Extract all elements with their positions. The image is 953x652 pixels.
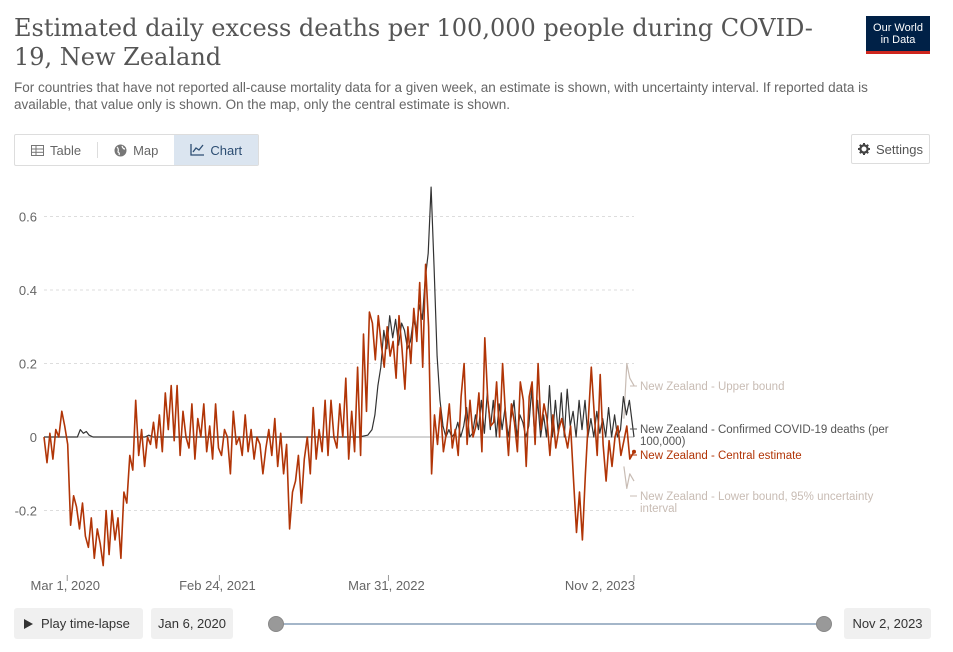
central-estimate-end-point: [632, 449, 636, 454]
play-timelapse-label: Play time-lapse: [41, 616, 130, 631]
owid-logo[interactable]: Our World in Data: [866, 16, 930, 54]
view-tabs: Table Map Chart: [14, 134, 260, 166]
y-tick-label: 0: [30, 430, 37, 445]
tab-map-label: Map: [133, 142, 159, 158]
line-chart: -0.2 0 0.2 0.4 0.6 Mar 1, 2020 Feb 24, 2021 Mar…: [15, 186, 889, 593]
chart-subtitle: For countries that have not reported all…: [14, 80, 868, 112]
table-icon: [31, 144, 44, 156]
start-date-label: Jan 6, 2020: [151, 608, 233, 639]
tab-divider: [97, 142, 99, 158]
confirmed-deaths-line: [44, 186, 635, 438]
y-tick-label: -0.2: [15, 504, 37, 519]
tab-table-label: Table: [50, 142, 82, 158]
upper-bound-line: [623, 362, 635, 419]
settings-button[interactable]: Settings: [851, 134, 930, 164]
x-tick-label: Mar 31, 2022: [348, 578, 425, 593]
globe-icon: [114, 144, 127, 156]
central-estimate-line: [43, 263, 635, 567]
timeline-start-handle[interactable]: [268, 616, 284, 632]
tab-table[interactable]: Table: [15, 135, 97, 165]
tab-map[interactable]: Map: [98, 135, 174, 165]
gear-icon: [858, 143, 870, 155]
legend-confirmed-deaths: New Zealand - Confirmed COVID-19 deaths …: [640, 424, 889, 436]
line-chart-icon: [190, 144, 205, 156]
play-timelapse-button[interactable]: Play time-lapse: [14, 608, 143, 639]
settings-label: Settings: [876, 141, 923, 157]
legend-confirmed-deaths-cont: 100,000): [640, 436, 686, 448]
x-tick-label: Nov 2, 2023: [565, 578, 635, 593]
timeline-end-handle[interactable]: [816, 616, 832, 632]
chart-title: Estimated daily excess deaths per 100,00…: [14, 14, 813, 71]
legend-central-estimate: New Zealand - Central estimate: [640, 450, 802, 462]
y-tick-label: 0.2: [19, 357, 37, 372]
tab-chart[interactable]: Chart: [174, 135, 259, 165]
x-tick-label: Feb 24, 2021: [179, 578, 256, 593]
lower-bound-line: [623, 466, 635, 489]
tab-chart-label: Chart: [210, 142, 243, 158]
logo-line-2: in Data: [880, 34, 916, 46]
x-tick-label: Mar 1, 2020: [31, 578, 100, 593]
y-tick-label: 0.6: [19, 210, 37, 225]
legend-lower-bound-cont: interval: [640, 503, 677, 515]
logo-line-1: Our World: [873, 22, 923, 34]
y-tick-label: 0.4: [19, 283, 37, 298]
play-icon: [24, 618, 33, 629]
timeline-slider-track[interactable]: [276, 623, 824, 625]
end-date-label: Nov 2, 2023: [844, 608, 931, 639]
legend-lower-bound: New Zealand - Lower bound, 95% uncertain…: [640, 491, 874, 503]
legend-upper-bound: New Zealand - Upper bound: [640, 381, 784, 393]
